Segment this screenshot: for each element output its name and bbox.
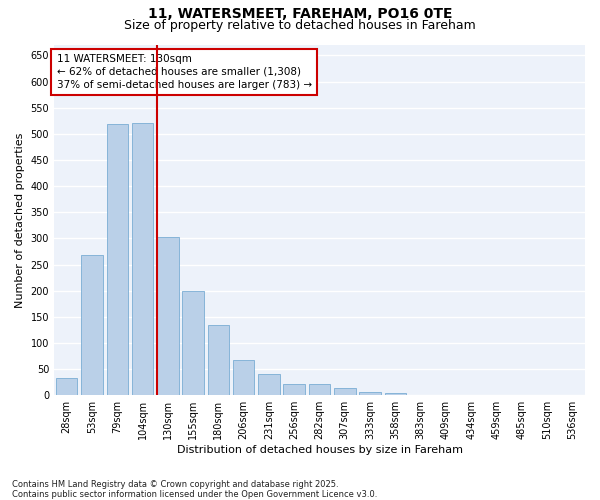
- X-axis label: Distribution of detached houses by size in Fareham: Distribution of detached houses by size …: [176, 445, 463, 455]
- Text: Size of property relative to detached houses in Fareham: Size of property relative to detached ho…: [124, 19, 476, 32]
- Bar: [208, 325, 229, 395]
- Bar: [157, 237, 179, 395]
- Bar: [385, 393, 406, 395]
- Bar: [283, 384, 305, 395]
- Text: 11, WATERSMEET, FAREHAM, PO16 0TE: 11, WATERSMEET, FAREHAM, PO16 0TE: [148, 8, 452, 22]
- Bar: [511, 394, 533, 395]
- Bar: [435, 394, 457, 395]
- Bar: [107, 124, 128, 395]
- Bar: [359, 392, 381, 395]
- Bar: [334, 388, 356, 395]
- Bar: [410, 394, 431, 395]
- Bar: [233, 360, 254, 395]
- Text: Contains HM Land Registry data © Crown copyright and database right 2025.
Contai: Contains HM Land Registry data © Crown c…: [12, 480, 377, 499]
- Text: 11 WATERSMEET: 130sqm
← 62% of detached houses are smaller (1,308)
37% of semi-d: 11 WATERSMEET: 130sqm ← 62% of detached …: [56, 54, 312, 90]
- Bar: [309, 384, 330, 395]
- Bar: [258, 374, 280, 395]
- Bar: [182, 291, 204, 395]
- Bar: [132, 123, 153, 395]
- Bar: [81, 255, 103, 395]
- Y-axis label: Number of detached properties: Number of detached properties: [15, 132, 25, 308]
- Bar: [56, 378, 77, 395]
